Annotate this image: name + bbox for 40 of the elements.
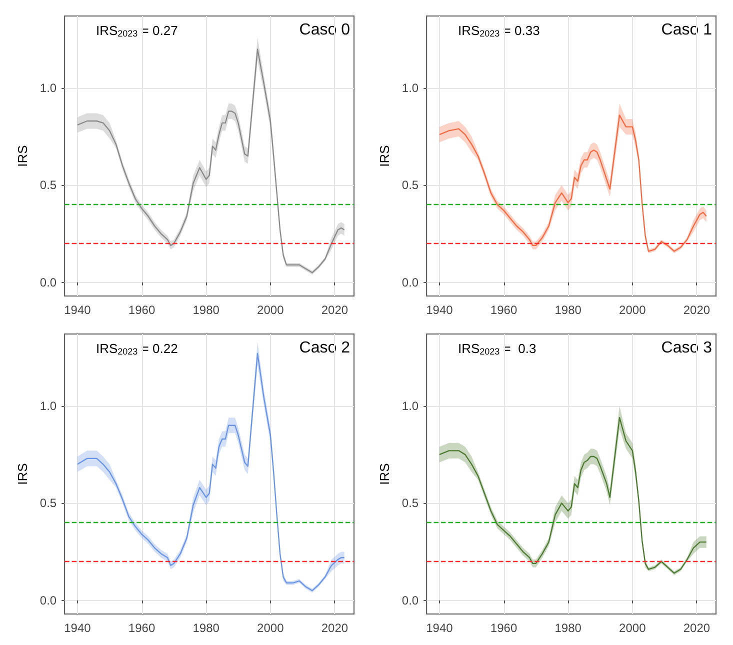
y-axis-title: IRS	[377, 144, 392, 167]
y-tick-label: 0.5	[402, 496, 419, 510]
x-tick-label: 2000	[257, 621, 284, 635]
y-tick-label: 0.5	[40, 178, 57, 192]
x-tick-label: 1980	[554, 621, 582, 635]
x-tick-label: 2000	[619, 621, 646, 635]
y-tick-label: 0.0	[40, 593, 57, 608]
chart-title: Caso 3	[661, 340, 712, 356]
y-tick-label: 0.5	[40, 496, 57, 510]
x-tick-label: 2000	[619, 303, 646, 317]
x-tick-label: 1960	[490, 621, 518, 635]
y-axis-title: IRS	[15, 144, 30, 167]
y-tick-label: 0.0	[402, 593, 419, 608]
x-tick-label: 1960	[128, 621, 156, 635]
y-tick-label: 1.0	[40, 80, 57, 95]
x-tick-label: 1980	[192, 303, 220, 317]
x-tick-label: 1940	[426, 303, 454, 317]
chart-title: Caso 1	[661, 22, 712, 38]
y-tick-label: 1.0	[40, 398, 57, 413]
x-tick-label: 2000	[257, 303, 284, 317]
x-tick-label: 2020	[321, 303, 348, 317]
y-tick-label: 1.0	[402, 80, 419, 95]
x-tick-label: 1980	[554, 303, 582, 317]
chart-title: Caso 0	[299, 22, 350, 38]
y-axis-title: IRS	[377, 462, 392, 485]
x-tick-label: 1940	[64, 303, 92, 317]
y-tick-label: 0.5	[402, 178, 419, 192]
y-tick-label: 0.0	[402, 275, 419, 290]
x-tick-label: 1960	[490, 303, 518, 317]
x-tick-label: 1940	[64, 621, 92, 635]
x-tick-label: 2020	[321, 621, 348, 635]
y-tick-label: 0.0	[40, 275, 57, 290]
x-tick-label: 1960	[128, 303, 156, 317]
chart-title: Caso 2	[299, 340, 350, 356]
x-tick-label: 2020	[683, 303, 710, 317]
x-tick-label: 1980	[192, 621, 220, 635]
y-axis-title: IRS	[15, 462, 30, 485]
y-tick-label: 1.0	[402, 398, 419, 413]
x-tick-label: 1940	[426, 621, 454, 635]
x-tick-label: 2020	[683, 621, 710, 635]
